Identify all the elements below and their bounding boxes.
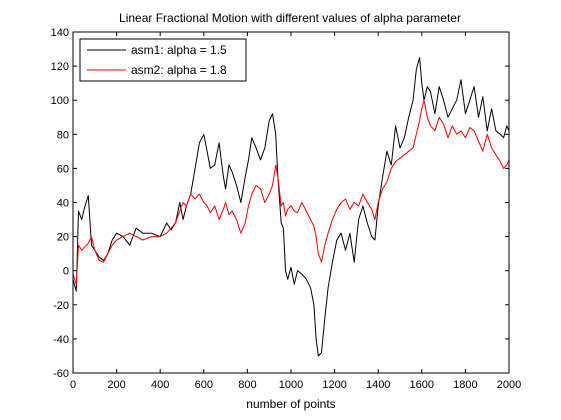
- x-tick-label: 600: [195, 379, 213, 391]
- series-line-asm2: [72, 99, 510, 285]
- y-tick-label: -60: [53, 368, 69, 380]
- legend-box: [79, 38, 247, 82]
- y-tick-label: 60: [57, 163, 69, 175]
- y-tick-label: -20: [53, 300, 69, 312]
- y-tick-label: 80: [57, 129, 69, 141]
- y-tick-label: 20: [57, 232, 69, 244]
- y-tick-label: 0: [63, 266, 69, 278]
- x-tick-label: 1800: [453, 379, 477, 391]
- x-tick-label: 1200: [322, 379, 346, 391]
- x-tick-label: 2000: [497, 379, 521, 391]
- x-tick-label: 800: [238, 379, 256, 391]
- x-axis: 0 200 400 600 800 1000 1200 1400 1600 1800 2000: [70, 32, 521, 391]
- x-tick-label: 0: [70, 379, 76, 391]
- x-tick-label: 200: [107, 379, 125, 391]
- x-tick-label: 400: [151, 379, 169, 391]
- legend-label-asm1: asm1: alpha = 1.5: [131, 43, 227, 57]
- y-tick-label: -40: [53, 334, 69, 346]
- y-tick-label: 140: [51, 27, 69, 39]
- chart-title: Linear Fractional Motion with different …: [119, 11, 461, 25]
- y-tick-label: 40: [57, 198, 69, 210]
- y-tick-label: 120: [51, 61, 69, 73]
- x-tick-label: 1400: [366, 379, 390, 391]
- y-tick-label: 100: [51, 95, 69, 107]
- x-axis-label: number of points: [246, 397, 335, 411]
- x-tick-label: 1600: [410, 379, 434, 391]
- y-axis: -60 -40 -20 0 20 40 60 80 100 120 140: [51, 27, 509, 380]
- legend-label-asm2: asm2: alpha = 1.8: [131, 63, 227, 77]
- series-layer: [72, 57, 510, 357]
- legend: asm1: alpha = 1.5 asm2: alpha = 1.8: [79, 38, 247, 82]
- series-line-asm1: [72, 57, 510, 357]
- x-tick-label: 1000: [279, 379, 303, 391]
